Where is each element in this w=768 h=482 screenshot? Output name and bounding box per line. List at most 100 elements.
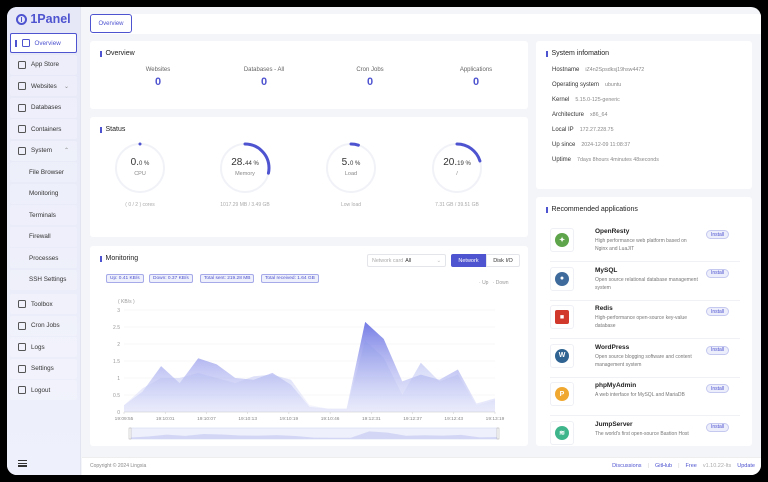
sidebar-item-label: Toolbox [31,300,53,308]
sidebar-item-containers[interactable]: Containers [10,119,77,139]
system-info-card: System infomation Hostname iZ4n2Spsdksj19… [536,41,752,189]
network-button[interactable]: Network [451,254,486,267]
discussions-link[interactable]: Discussions [612,463,642,469]
gauge-memory[interactable]: 28.44 % Memory 1017.29 MB / 3.49 GB [215,140,275,208]
update-link[interactable]: Update [737,463,755,469]
sidebar-nav: Overview App Store Websites ⌄ Databases Conta… [7,33,80,400]
gauge-disk[interactable]: 20.19 % / 7.31 GB / 39.51 GB [427,140,487,208]
monitoring-title: Monitoring [100,255,139,262]
sysinfo-row: Local IP 172.27.228.75 [552,127,614,133]
disk-io-button[interactable]: Disk I/O [486,254,520,267]
sysinfo-row: Architecture x86_64 [552,112,608,118]
chevron-down-icon: ⌄ [436,257,441,264]
sidebar: 1Panel Overview App Store Websites ⌄ Databas… [7,7,81,475]
sidebar-item-ssh-settings[interactable]: SSH Settings [10,269,77,290]
sidebar-item-toolbox[interactable]: Toolbox [10,294,77,314]
sidebar-item-processes[interactable]: Processes [10,248,77,268]
system-info-title: System infomation [546,50,610,57]
stat-cron-jobs[interactable]: Cron Jobs 0 [356,67,384,88]
gauge-load[interactable]: 5.0 % Load Low load [321,140,381,208]
edition-label: Free [685,463,697,469]
install-button[interactable]: Install [706,422,729,432]
gauge-cpu[interactable]: 0.0 % CPU ( 0 / 2 ) cores [110,140,170,208]
svg-text:3: 3 [117,308,120,314]
install-button[interactable]: Install [706,268,729,278]
sysinfo-row: Up since 2024-12-09 11:08:37 [552,142,631,148]
svg-text:19:10:13: 19:10:13 [238,416,257,422]
app-window: 1Panel Overview App Store Websites ⌄ Databas… [7,7,761,475]
chart-legend[interactable]: · Up · Down [479,280,509,286]
sidebar-item-label: Overview [34,39,61,47]
sidebar-item-label: Firewall [29,233,51,240]
sysinfo-row: Hostname iZ4n2Spsdksj19hsw4472 [552,67,645,73]
chip-up: Up: 0.41 KB/s [106,274,144,283]
sidebar-item-logout[interactable]: Logout [10,380,77,400]
install-button[interactable]: Install [706,230,729,239]
tab-overview[interactable]: Overview [90,14,132,33]
app-redis: ■ Redis High-performance open-source key… [550,303,740,339]
globe-icon [18,82,26,90]
server-icon [18,146,26,155]
active-indicator [15,39,17,47]
sidebar-item-cron-jobs[interactable]: Cron Jobs [10,315,77,336]
install-button[interactable]: Install [706,307,729,316]
sidebar-item-label: Settings [31,365,54,372]
recommended-title: Recommended applications [546,206,638,213]
sidebar-item-terminals[interactable]: Terminals [10,205,77,225]
sidebar-item-monitoring[interactable]: Monitoring [10,183,77,204]
wordpress-icon: W [550,343,574,368]
sidebar-item-file-browser[interactable]: File Browser [10,162,77,182]
svg-text:19:10:07: 19:10:07 [197,416,216,422]
chip-down: Down: 0.37 KB/s [149,274,193,283]
app-wordpress: W WordPress Open source blogging softwar… [550,342,740,378]
status-title: Status [100,126,126,133]
menu-collapse-icon[interactable] [18,458,27,468]
sidebar-item-app-store[interactable]: App Store [10,54,77,75]
svg-text:19:10:19: 19:10:19 [280,416,299,422]
stat-databases[interactable]: Databases - All 0 [243,67,285,88]
svg-text:19:13:19: 19:13:19 [486,416,505,422]
gauge-ring-icon [219,142,271,194]
github-link[interactable]: GitHub [654,463,673,469]
sysinfo-row: Uptime 7days 8hours 4minutes 48seconds [552,157,659,163]
sidebar-item-websites[interactable]: Websites ⌄ [10,76,77,96]
sidebar-item-label: App Store [31,61,60,68]
overview-card: Overview Websites 0 Databases - All 0 Cron… [90,41,528,109]
sidebar-item-label: Cron Jobs [31,322,60,329]
sidebar-item-settings[interactable]: Settings [10,358,77,379]
svg-text:19:12:31: 19:12:31 [362,416,381,422]
sidebar-item-logs[interactable]: Logs [10,337,77,357]
chevron-down-icon: ⌄ [63,83,69,90]
sidebar-item-label: File Browser [29,168,64,176]
stat-applications[interactable]: Applications 0 [459,67,493,88]
install-button[interactable]: Install [706,384,729,393]
svg-text:19:10:01: 19:10:01 [156,416,175,422]
sidebar-item-label: Monitoring [29,190,59,197]
network-chart: ( KB/s ) 0 0.5 1 1.5 2 2.5 3 19:09:55 19:10:01 19:… [113,299,505,440]
grid-icon [18,60,26,69]
openresty-icon: ✦ [550,228,574,252]
install-button[interactable]: Install [706,345,729,355]
logo[interactable]: 1Panel [7,8,80,30]
sidebar-item-databases[interactable]: Databases [10,97,77,118]
gauge-ring-icon [325,142,377,194]
chip-total-sent: Total sent: 219.28 MB [200,274,255,283]
sidebar-item-firewall[interactable]: Firewall [10,226,77,247]
stat-websites[interactable]: Websites 0 [145,67,171,88]
svg-text:2: 2 [117,342,120,348]
sidebar-item-label: System [31,147,52,154]
sidebar-item-label: Logs [31,343,45,351]
status-card: Status 0.0 % CPU ( 0 / 2 ) cores 28.44 %… [90,117,528,237]
sidebar-item-overview[interactable]: Overview [10,33,77,53]
sidebar-item-system[interactable]: System ⌃ [10,140,77,161]
recommended-apps-card: Recommended applications ✦ OpenResty Hig… [536,197,752,446]
footer: Copyright © 2024 Lingxia Discussions | G… [82,457,761,475]
svg-text:19:12:37: 19:12:37 [403,416,422,422]
sysinfo-row: Operating system ubuntu [552,82,622,88]
app-phpmyadmin: P phpMyAdmin A web interface for MySQL a… [550,380,740,416]
phpmyadmin-icon: P [550,382,574,406]
sidebar-item-label: Terminals [29,211,56,219]
network-card-select[interactable]: Network card All ⌄ [367,254,446,267]
copyright: Copyright © 2024 Lingxia [90,463,147,469]
app-jumpserver: ≋ JumpServer The world's first open-sour… [550,419,740,455]
